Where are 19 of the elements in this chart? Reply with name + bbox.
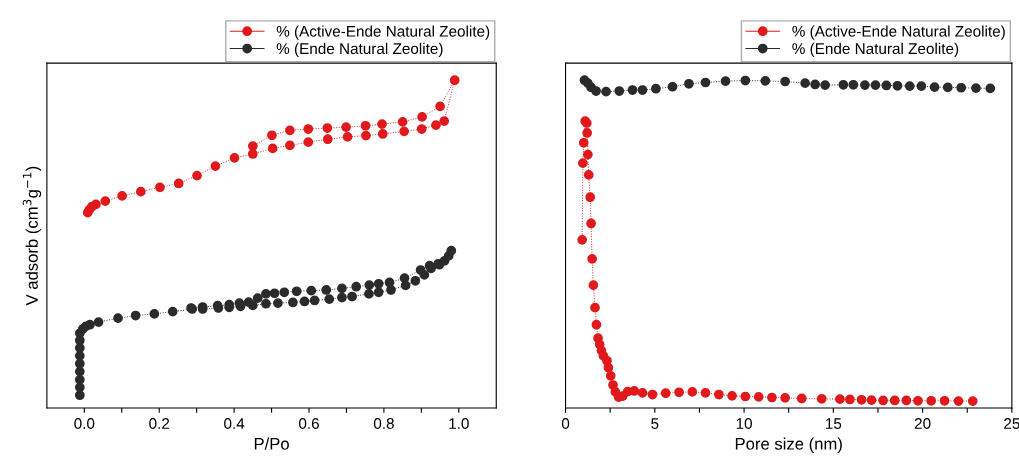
x-axis-title: Pore size (nm) xyxy=(735,437,842,454)
legend-label: % (Active-Ende Natural Zeolite) xyxy=(792,25,1005,40)
x-tick-label: 0.2 xyxy=(149,418,170,429)
x-tick-label: 0.6 xyxy=(298,418,319,429)
x-tick-label: 15 xyxy=(826,418,842,429)
x-tick-label: 5 xyxy=(651,418,659,429)
x-tick-label: 0 xyxy=(561,418,570,429)
x-tick-label: 0.8 xyxy=(373,418,394,429)
x-axis-title: P/Po xyxy=(254,437,289,450)
x-tick-label: 25 xyxy=(1004,418,1019,429)
y-axis-title: V adsorb (cm$^{3}$g$^{−1}$) xyxy=(22,166,42,306)
x-tick-label: 20 xyxy=(914,418,931,429)
x-tick-label: 0.0 xyxy=(74,418,95,429)
x-tick-label: 1.0 xyxy=(449,418,469,429)
legend-label: % (Ende Natural Zeolite) xyxy=(276,42,443,58)
legend-label: % (Ende Natural Zeolite) xyxy=(792,42,959,58)
legend-label: % (Active-Ende Natural Zeolite) xyxy=(276,25,490,40)
x-tick-label: 0.4 xyxy=(224,418,245,429)
x-tick-label: 10 xyxy=(736,418,752,429)
